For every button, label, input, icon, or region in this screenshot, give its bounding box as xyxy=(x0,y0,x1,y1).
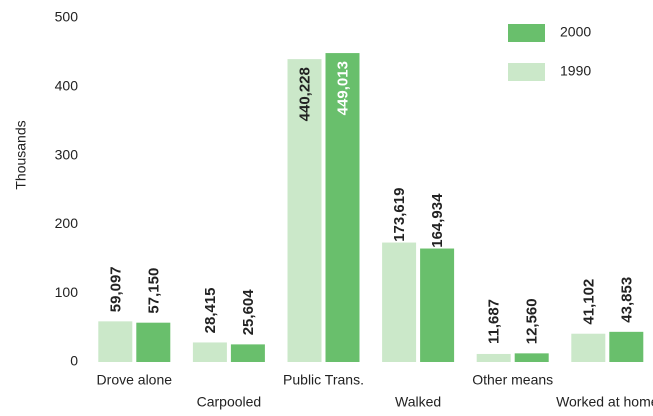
value-label: 449,013 xyxy=(334,61,351,115)
y-axis-label: Thousands xyxy=(13,120,29,189)
legend-swatch xyxy=(508,63,545,81)
value-label: 41,102 xyxy=(580,279,597,325)
bar xyxy=(420,248,455,362)
value-label: 43,853 xyxy=(618,277,635,323)
value-label: 12,560 xyxy=(524,298,541,344)
value-label: 57,150 xyxy=(145,268,162,314)
bar xyxy=(476,353,511,362)
bar xyxy=(382,242,417,362)
value-label: 440,228 xyxy=(296,67,313,121)
y-tick-label: 200 xyxy=(55,215,79,231)
x-tick-label: Worked at home xyxy=(556,394,653,410)
y-tick-label: 0 xyxy=(70,353,78,369)
legend-label: 1990 xyxy=(560,63,591,79)
y-tick-label: 100 xyxy=(55,284,79,300)
bar xyxy=(571,333,606,362)
x-tick-label: Walked xyxy=(395,394,441,410)
bar xyxy=(514,353,549,362)
y-tick-label: 400 xyxy=(55,78,79,94)
bar xyxy=(192,342,227,362)
bar xyxy=(287,59,322,362)
y-tick-label: 300 xyxy=(55,146,79,162)
bar xyxy=(325,53,360,363)
value-label: 59,097 xyxy=(107,266,124,312)
x-tick-label: Drove alone xyxy=(97,372,173,388)
legend-label: 2000 xyxy=(560,24,591,40)
x-tick-label: Carpooled xyxy=(197,394,262,410)
bar xyxy=(230,344,265,362)
value-label: 11,687 xyxy=(486,299,503,344)
value-label: 173,619 xyxy=(391,188,408,242)
bar xyxy=(136,322,171,362)
x-tick-label: Other means xyxy=(472,372,553,388)
y-tick-label: 500 xyxy=(55,9,79,25)
bar xyxy=(98,321,133,362)
value-label: 25,604 xyxy=(240,289,257,336)
bar xyxy=(609,331,644,362)
x-tick-label: Public Trans. xyxy=(283,372,364,388)
value-label: 164,934 xyxy=(429,193,446,248)
legend-swatch xyxy=(508,24,545,42)
value-label: 28,415 xyxy=(202,287,219,333)
